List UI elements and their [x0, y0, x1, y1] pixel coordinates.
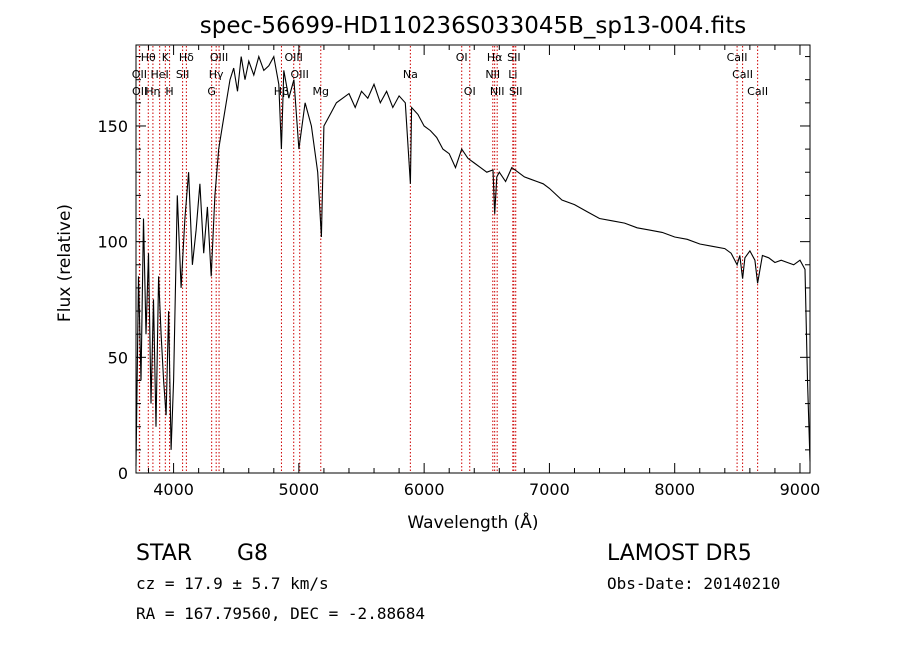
spectrum-series-line: [135, 54, 811, 467]
x-axis-label: Wavelength (Å): [407, 511, 538, 533]
x-tick-label: 4000: [153, 480, 194, 499]
y-tick-label: 100: [97, 233, 128, 252]
obs-date-text: Obs-Date: 20140210: [607, 574, 781, 593]
axis-tick-labels: 4000 5000 6000 7000 8000 9000 0 50 100 150: [97, 117, 820, 499]
axis-ticks: [136, 45, 810, 474]
x-tick-label: 9000: [780, 480, 821, 499]
x-tick-label: 7000: [529, 480, 570, 499]
spectral-line-label: Hθ: [141, 51, 156, 64]
survey-name: LAMOST DR5: [607, 541, 752, 566]
spectral-line-label: Hη: [145, 85, 160, 98]
spectral-line-label: Hα: [487, 51, 503, 64]
chart-title: spec-56699-HD110236S033045B_sp13-004.fit…: [200, 13, 746, 39]
x-tick-label: 8000: [654, 480, 695, 499]
y-tick-label: 50: [108, 348, 128, 367]
spectral-line-label: OI: [464, 85, 476, 98]
spectral-line-labels: Hθ K Hδ OIII OIII OI Hα SII CaII OII HeI SII Hγ OIII N…: [132, 51, 768, 98]
spectral-line-label: Hγ: [209, 68, 224, 81]
spectral-line-label: NII: [485, 68, 500, 81]
x-tick-label: 5000: [279, 480, 320, 499]
redshift-text: cz = 17.9 ± 5.7 km/s: [136, 574, 329, 593]
spectral-line-markers: [138, 46, 759, 472]
y-axis-label: Flux (relative): [55, 204, 75, 322]
spectral-line-label: OIII: [291, 68, 309, 81]
object-class: STAR: [136, 541, 193, 566]
spectral-line-label: SII: [509, 85, 522, 98]
spectral-line-label: CaII: [747, 85, 768, 98]
spectral-line-label: CaII: [727, 51, 748, 64]
spectral-line-label: SII: [507, 51, 520, 64]
y-tick-label: 0: [118, 464, 128, 483]
spectral-line-label: HeI: [151, 68, 169, 81]
spectral-line-label: OIII: [210, 51, 228, 64]
spectral-line-label: H: [165, 85, 173, 98]
spectral-line-label: OIII: [285, 51, 303, 64]
spectral-line-label: Mg: [313, 85, 329, 98]
y-tick-label: 150: [97, 117, 128, 136]
spectral-line-label: NII: [490, 85, 505, 98]
spectral-line-label: CaII: [732, 68, 753, 81]
spectral-line-label: Hβ: [274, 85, 289, 98]
object-subclass: G8: [237, 541, 269, 566]
spectral-line-label: Hδ: [179, 51, 194, 64]
x-tick-label: 6000: [404, 480, 445, 499]
spectral-line-label: SII: [176, 68, 189, 81]
spectral-line-label: OII: [132, 68, 147, 81]
coordinates-text: RA = 167.79560, DEC = -2.88684: [136, 604, 425, 623]
plot-frame: [135, 44, 811, 474]
spectral-line-label: Li: [508, 68, 517, 81]
spectral-line-label: G: [207, 85, 216, 98]
spectral-line-label: K: [162, 51, 170, 64]
spectral-line-label: Na: [403, 68, 418, 81]
spectral-line-label: OI: [456, 51, 468, 64]
